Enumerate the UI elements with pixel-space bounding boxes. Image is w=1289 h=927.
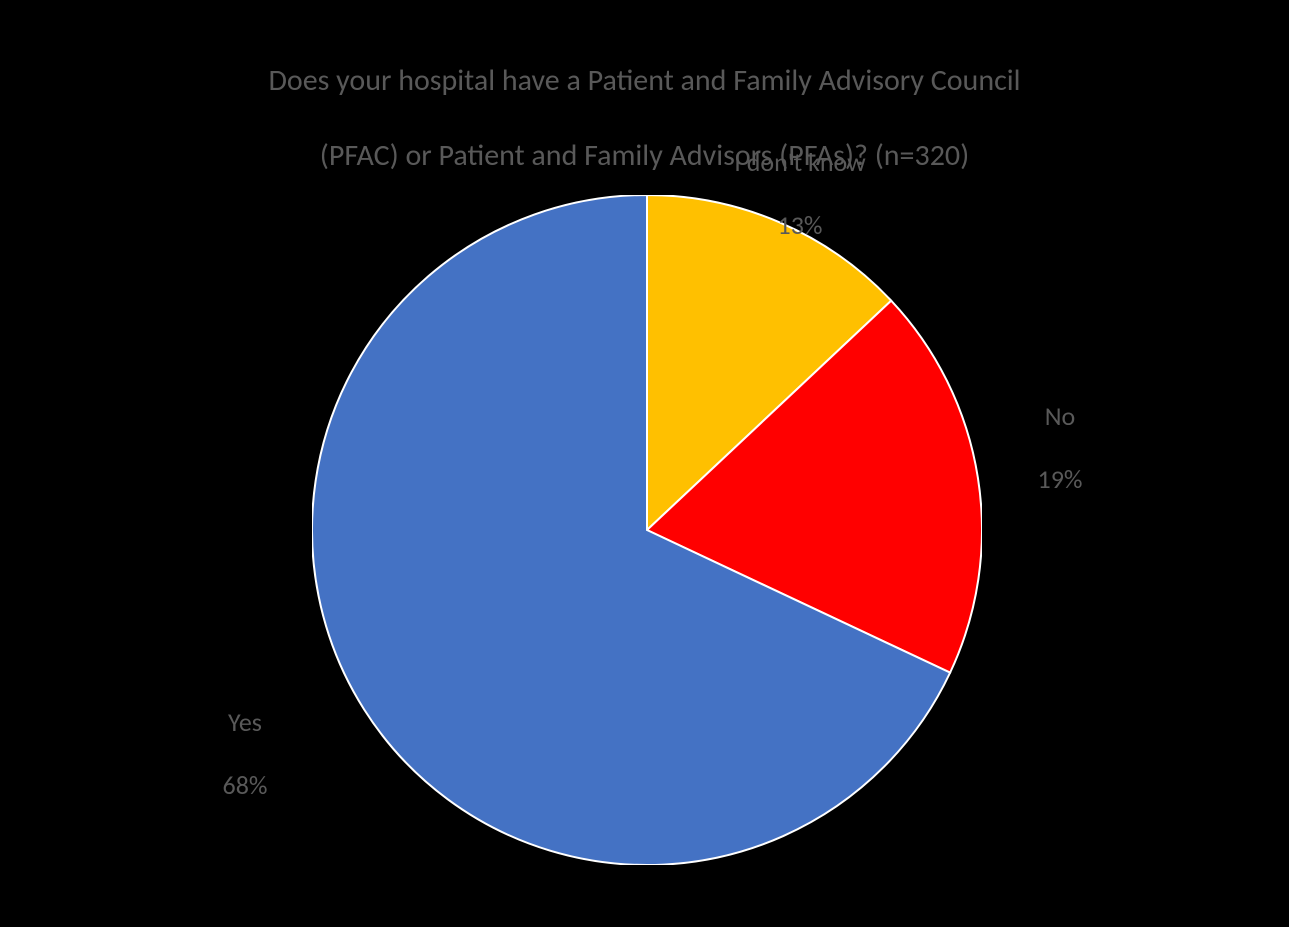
chart-title-line1: Does your hospital have a Patient and Fa… <box>268 62 1020 99</box>
slice-label-yes-pct: 68% <box>223 769 268 801</box>
slice-label-idk-pct: 13% <box>778 209 823 241</box>
slice-label-yes-name: Yes <box>228 706 262 738</box>
slice-label-idk-name: I don't know <box>734 146 865 178</box>
slice-label-idk: I don't know 13% <box>670 116 930 241</box>
pie-svg <box>312 195 982 865</box>
pie-chart-container: Does your hospital have a Patient and Fa… <box>0 0 1289 927</box>
slice-label-no-name: No <box>1045 400 1076 432</box>
slice-label-no: No 19% <box>1000 370 1120 495</box>
slice-label-yes: Yes 68% <box>185 676 305 801</box>
slice-label-no-pct: 19% <box>1038 463 1083 495</box>
pie-wrap <box>312 195 982 865</box>
chart-title: Does your hospital have a Patient and Fa… <box>0 24 1289 174</box>
